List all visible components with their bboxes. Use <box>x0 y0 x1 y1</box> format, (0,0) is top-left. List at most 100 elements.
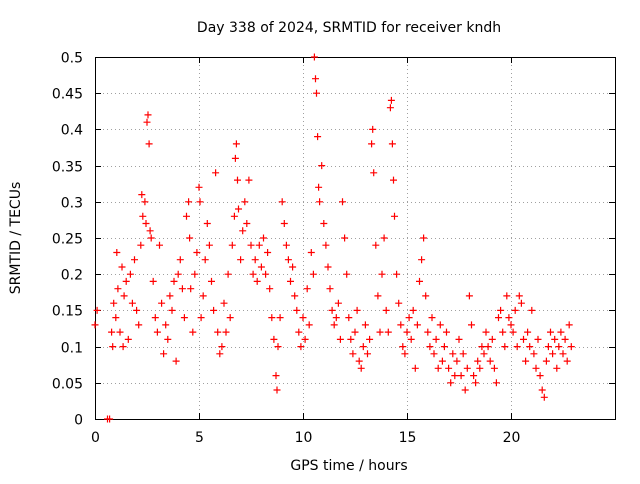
data-point <box>138 191 146 199</box>
data-point <box>164 335 172 343</box>
data-point <box>313 89 320 97</box>
data-point <box>459 350 467 358</box>
data-point <box>131 256 138 264</box>
data-point <box>220 299 228 307</box>
data-point <box>482 328 490 336</box>
data-point <box>133 306 141 314</box>
data-point <box>538 386 546 394</box>
data-point <box>430 350 438 358</box>
data-point <box>561 335 569 343</box>
data-point <box>434 364 442 372</box>
data-point <box>273 386 281 394</box>
data-point <box>517 299 525 307</box>
data-point <box>280 220 288 227</box>
data-point <box>186 234 194 242</box>
data-point <box>191 270 199 278</box>
data-point <box>124 335 132 343</box>
data-point <box>345 314 353 322</box>
data-point <box>234 176 241 184</box>
data-point <box>114 285 122 293</box>
data-point <box>168 306 176 314</box>
data-point <box>144 111 152 119</box>
data-point <box>468 321 475 329</box>
y-tick-label: 0.5 <box>61 51 83 67</box>
data-point <box>567 343 575 351</box>
data-point <box>109 343 117 351</box>
data-point <box>139 212 147 220</box>
y-tick-label: 0.2 <box>61 268 83 284</box>
x-tick-label: 5 <box>195 430 204 446</box>
data-point <box>547 328 554 336</box>
data-point <box>426 343 434 351</box>
data-point <box>274 343 282 351</box>
data-point <box>420 234 428 242</box>
data-point <box>146 227 154 235</box>
data-point <box>231 154 239 162</box>
data-point <box>272 372 280 380</box>
data-point <box>230 212 238 220</box>
data-point <box>142 220 150 227</box>
data-point <box>214 328 222 336</box>
data-point <box>343 270 351 278</box>
data-point <box>128 299 136 307</box>
data-point <box>534 335 542 343</box>
data-point <box>528 306 536 314</box>
data-point <box>380 234 388 242</box>
data-point <box>120 292 128 300</box>
data-point <box>284 256 292 264</box>
data-point <box>359 343 367 351</box>
data-point <box>122 277 130 285</box>
y-tick-label: 0.3 <box>61 196 83 212</box>
data-point <box>257 263 265 271</box>
data-point <box>391 212 398 220</box>
y-tick-label: 0.05 <box>52 377 83 393</box>
y-tick-label: 0 <box>74 413 83 429</box>
data-point <box>366 335 374 343</box>
data-point <box>153 328 161 336</box>
data-point <box>328 306 336 314</box>
data-point <box>287 277 294 285</box>
data-point <box>520 335 527 343</box>
data-point <box>110 299 118 307</box>
data-point <box>239 227 247 235</box>
data-point <box>332 314 340 322</box>
data-point <box>563 357 571 365</box>
x-tick-label: 15 <box>399 430 417 446</box>
data-point <box>203 220 211 227</box>
data-point <box>158 299 166 307</box>
data-point <box>278 198 286 206</box>
data-point <box>509 328 517 336</box>
ticks-layer: 0 0.05 0.1 0.15 0.2 0.25 0.3 0.35 0.4 0.45 0.5 0 5 10… <box>52 51 615 446</box>
data-point <box>282 241 290 249</box>
data-point <box>451 372 459 380</box>
data-point <box>297 343 305 351</box>
x-axis-label: GPS time / hours <box>290 458 407 474</box>
data-point <box>253 277 261 285</box>
data-point <box>228 241 236 249</box>
data-point <box>293 306 301 314</box>
data-point <box>495 314 502 322</box>
data-point <box>497 306 505 314</box>
data-point <box>314 133 322 141</box>
data-point <box>255 241 263 249</box>
data-point <box>160 350 168 358</box>
data-point <box>372 241 380 249</box>
data-point <box>395 299 403 307</box>
data-point <box>374 292 382 300</box>
data-point <box>180 314 188 322</box>
x-tick-label: 20 <box>503 430 521 446</box>
data-point <box>224 270 232 278</box>
data-point <box>478 343 486 351</box>
data-point <box>299 314 307 322</box>
data-point <box>162 321 170 329</box>
data-point <box>559 350 567 358</box>
data-point <box>235 205 242 213</box>
data-point <box>151 314 159 322</box>
data-point <box>428 314 436 322</box>
grid-layer <box>95 57 615 419</box>
data-point <box>291 292 299 300</box>
data-point <box>407 335 415 343</box>
y-tick-label: 0.4 <box>61 123 83 139</box>
data-point <box>178 285 186 293</box>
